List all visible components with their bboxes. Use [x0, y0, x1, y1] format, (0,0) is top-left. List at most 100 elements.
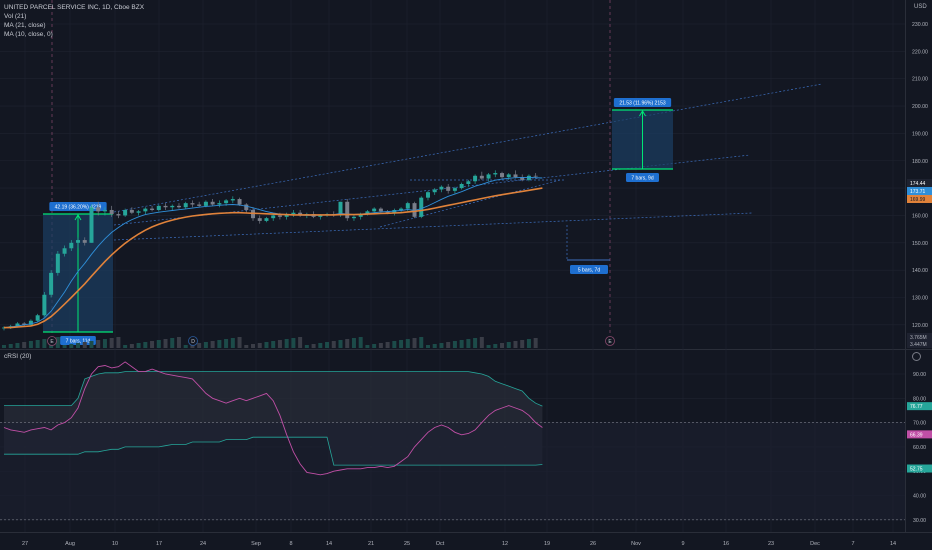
symbol-title[interactable]: UNITED PARCEL SERVICE INC, 1D, Cboe BZX — [4, 4, 145, 11]
candle-body — [49, 272, 54, 295]
crsi-tick-label: 60.00 — [913, 445, 926, 451]
price-tick-label: 140.00 — [912, 268, 928, 274]
ma21-price-label: 169.99 — [910, 197, 926, 203]
volume-bar — [345, 339, 350, 348]
price-tick-label: 130.00 — [912, 296, 928, 302]
candle-body — [176, 205, 181, 208]
volume-ma-label: 3.447M — [910, 342, 927, 348]
volume-bar — [8, 344, 13, 348]
earnings-marker — [47, 336, 57, 346]
currency-label[interactable]: USD — [914, 4, 927, 10]
candle-body — [439, 186, 444, 190]
volume-ma-badge-bg — [907, 340, 932, 348]
crsi-indicator-label[interactable]: cRSI (20) — [4, 353, 32, 360]
volume-bar — [365, 345, 370, 348]
crsi-lower-label: 52.75 — [910, 467, 923, 473]
volume-bar — [392, 341, 397, 348]
volume-bar — [291, 338, 296, 348]
volume-bar — [452, 341, 457, 348]
volume-bar — [520, 340, 525, 348]
candle-body — [197, 204, 202, 206]
candle-body — [55, 253, 60, 273]
time-tick-label: 27 — [22, 541, 28, 547]
candle-body — [432, 189, 437, 193]
ma10-line — [3, 176, 543, 329]
candle-body — [520, 177, 525, 180]
trend-line — [113, 212, 753, 241]
volume-bar — [385, 342, 390, 348]
candle-body — [338, 201, 343, 216]
volume-bar — [432, 344, 437, 348]
candle-body — [473, 175, 478, 182]
price-tick-label: 190.00 — [912, 131, 928, 137]
clock-icon[interactable] — [912, 352, 921, 361]
ma21-line — [4, 187, 543, 329]
candle-body — [123, 209, 128, 216]
event-marker-label: E — [608, 339, 612, 345]
dividend-marker — [188, 336, 198, 346]
time-tick-label: 17 — [156, 541, 162, 547]
volume-bar — [170, 338, 175, 348]
measure-2-label: 21.53 (11.96%) 2153 — [619, 101, 666, 107]
volume-bar — [82, 342, 87, 348]
volume-bar — [28, 341, 33, 348]
volume-bar — [318, 343, 323, 348]
ma21-indicator-label[interactable]: MA (21, close) — [4, 22, 46, 29]
volume-bar — [277, 340, 282, 348]
volume-bar — [500, 343, 505, 348]
volume-bar — [399, 340, 404, 348]
trend-line — [379, 179, 561, 228]
price-tick-label: 160.00 — [912, 213, 928, 219]
crsi-tick-label: 80.00 — [913, 396, 926, 402]
volume-bar — [473, 338, 478, 348]
candle-body — [143, 208, 148, 212]
candle-body — [15, 323, 20, 327]
ma10-indicator-label[interactable]: MA (10, close, 0) — [4, 31, 53, 38]
price-tick-label: 120.00 — [912, 323, 928, 329]
candle-body — [230, 199, 235, 201]
measure-3-bars-bg — [570, 265, 608, 274]
candle-body — [136, 211, 141, 213]
candle-body — [271, 215, 276, 219]
price-tick-label: 220.00 — [912, 49, 928, 55]
price-badge-bg — [907, 187, 932, 195]
candle-body — [76, 240, 81, 243]
crsi-range-fill — [0, 422, 905, 520]
time-tick-label: 14 — [326, 541, 332, 547]
price-tick-label: 230.00 — [912, 22, 928, 28]
volume-bar — [217, 340, 222, 348]
price-badge-bg — [907, 195, 932, 203]
crsi-tick-label: 40.00 — [913, 494, 926, 500]
measure-1-bars-bg — [60, 336, 96, 345]
time-tick-label: Sep — [251, 541, 261, 547]
chart-legend: UNITED PARCEL SERVICE INC, 1D, Cboe BZX … — [4, 3, 144, 39]
candle-body — [493, 173, 498, 175]
price-tick-label: 210.00 — [912, 77, 928, 83]
time-tick-label: 16 — [723, 541, 729, 547]
vol-indicator-label[interactable]: Vol (21) — [4, 13, 27, 20]
volume-bar — [183, 345, 188, 348]
candle-body — [109, 209, 114, 215]
measure-2-bars-bg — [626, 173, 659, 182]
volume-bar — [129, 344, 134, 348]
volume-bar — [533, 338, 538, 348]
volume-bar — [419, 337, 424, 348]
crsi-line — [3, 361, 543, 476]
candle-body — [533, 175, 538, 177]
time-tick-label: 26 — [590, 541, 596, 547]
volume-badge-bg — [907, 333, 932, 341]
crsi-tick-label: 30.00 — [913, 518, 926, 524]
candle-body — [82, 240, 87, 243]
volume-bar — [446, 342, 451, 348]
candle-body — [102, 209, 107, 212]
volume-bar — [459, 340, 464, 348]
candle-body — [96, 207, 101, 212]
time-tick-label: 12 — [502, 541, 508, 547]
crsi-value-label: 66.39 — [910, 432, 923, 438]
volume-bar — [479, 337, 484, 348]
candle-body — [62, 248, 67, 254]
candle-body — [452, 188, 457, 191]
crsi-badge-bg — [907, 464, 932, 473]
candle-body — [89, 207, 94, 243]
